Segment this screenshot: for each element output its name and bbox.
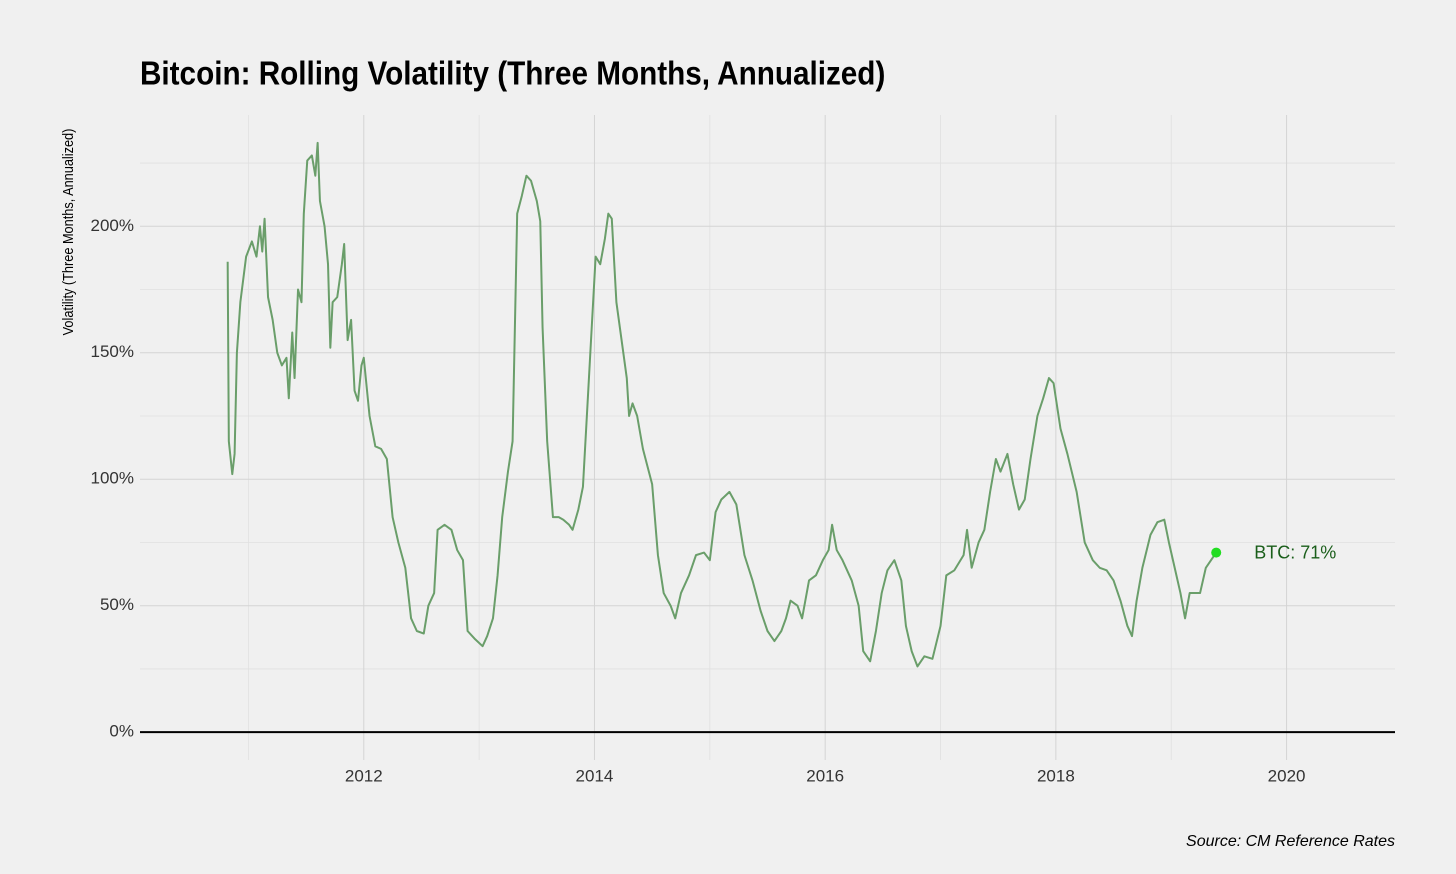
x-tick-label: 2012 (345, 766, 383, 785)
chart-title: Bitcoin: Rolling Volatility (Three Month… (140, 55, 885, 92)
x-tick-label: 2020 (1268, 766, 1306, 785)
endpoint-label: BTC: 71% (1254, 542, 1336, 562)
source-note: Source: CM Reference Rates (1186, 833, 1395, 850)
y-axis-label: Volatility (Three Months, Annualized) (59, 129, 76, 336)
data-line (226, 141, 1218, 668)
x-tick-label: 2016 (806, 766, 844, 785)
endpoint-marker (1211, 547, 1222, 558)
y-tick-label: 100% (91, 469, 134, 488)
y-tick-label: 50% (100, 595, 134, 614)
y-tick-label: 200% (91, 216, 134, 235)
y-tick-label: 150% (91, 342, 134, 361)
y-tick-label: 0% (109, 722, 134, 741)
x-tick-label: 2018 (1037, 766, 1075, 785)
x-tick-label: 2014 (576, 766, 614, 785)
